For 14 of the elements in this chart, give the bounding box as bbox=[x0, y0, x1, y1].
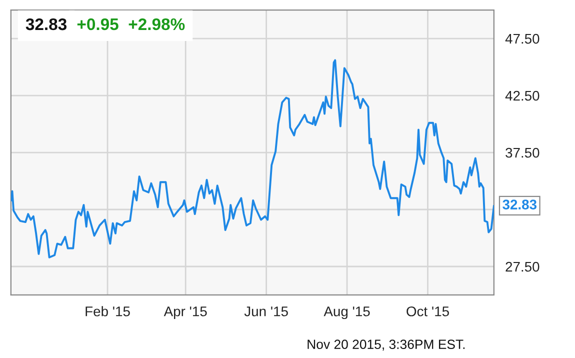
annotation: 32.83 bbox=[502, 200, 537, 210]
x-tick-label: Apr '15 bbox=[164, 306, 207, 320]
chart-title: 32.83 bbox=[26, 18, 67, 30]
x-tick-label: Feb '15 bbox=[86, 306, 130, 316]
line-series bbox=[10, 59, 494, 258]
y-tick-label: 42.50 bbox=[505, 90, 540, 101]
x-tick-label: Jun '15 bbox=[244, 306, 288, 316]
chart-subtitle: +0.95 +2.98% bbox=[77, 18, 185, 30]
text: Nov 20 2015, 3:36PM EST. bbox=[308, 340, 465, 351]
y-tick-label: 37.50 bbox=[506, 148, 540, 158]
y-tick-label: 47.50 bbox=[505, 34, 540, 44]
x-tick-label: Oct '15 bbox=[406, 306, 449, 316]
y-tick-label: 27.50 bbox=[506, 262, 540, 272]
x-tick-label: Aug '15 bbox=[324, 306, 370, 320]
